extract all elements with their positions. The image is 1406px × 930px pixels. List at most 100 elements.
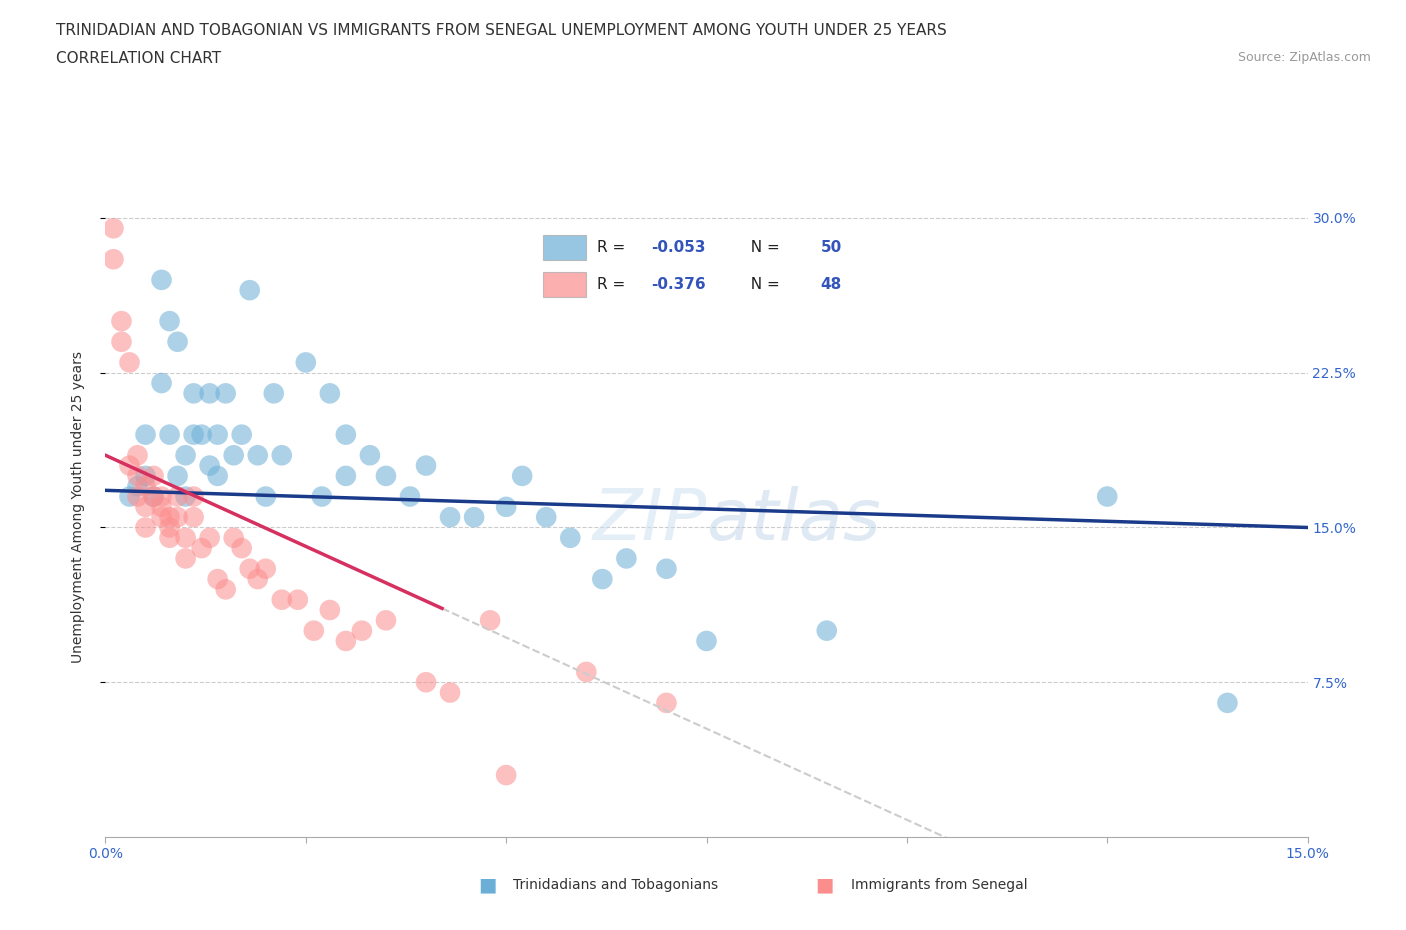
Point — [222, 530, 245, 545]
Point — [295, 355, 318, 370]
Text: N =: N = — [741, 277, 785, 292]
Point — [359, 448, 381, 463]
Point — [439, 510, 461, 525]
Point — [207, 469, 229, 484]
Point — [118, 489, 141, 504]
Point — [231, 427, 253, 442]
Point — [190, 540, 212, 555]
Text: atlas: atlas — [707, 485, 882, 554]
Point — [110, 335, 132, 350]
Point — [655, 696, 678, 711]
Point — [560, 530, 582, 545]
Point — [150, 272, 173, 287]
Point — [335, 427, 357, 442]
Point — [311, 489, 333, 504]
FancyBboxPatch shape — [543, 272, 586, 298]
Point — [174, 530, 197, 545]
Point — [246, 572, 269, 587]
Point — [118, 355, 141, 370]
Text: N =: N = — [741, 240, 785, 255]
Point — [159, 427, 181, 442]
Point — [239, 562, 262, 577]
Point — [1097, 489, 1119, 504]
Point — [302, 623, 325, 638]
Point — [510, 469, 533, 484]
Point — [142, 489, 165, 504]
Point — [591, 572, 613, 587]
Point — [150, 499, 173, 514]
Point — [183, 386, 205, 401]
Text: ZIP: ZIP — [592, 485, 707, 554]
Point — [127, 469, 149, 484]
Point — [103, 252, 125, 267]
Point — [118, 458, 141, 473]
Point — [319, 386, 342, 401]
Text: ■: ■ — [478, 876, 496, 895]
Point — [183, 510, 205, 525]
Text: Source: ZipAtlas.com: Source: ZipAtlas.com — [1237, 51, 1371, 64]
Point — [616, 551, 638, 565]
Point — [319, 603, 342, 618]
Point — [135, 520, 157, 535]
Point — [183, 489, 205, 504]
Point — [166, 489, 188, 504]
Point — [150, 489, 173, 504]
Point — [198, 458, 221, 473]
Point — [159, 510, 181, 525]
Point — [127, 448, 149, 463]
Point — [254, 489, 277, 504]
Point — [159, 313, 181, 328]
Point — [150, 376, 173, 391]
Text: Trinidadians and Tobagonians: Trinidadians and Tobagonians — [513, 878, 718, 893]
Point — [174, 448, 197, 463]
Point — [495, 767, 517, 782]
Point — [150, 510, 173, 525]
Point — [534, 510, 557, 525]
Point — [135, 479, 157, 494]
Point — [415, 675, 437, 690]
Point — [246, 448, 269, 463]
Point — [335, 469, 357, 484]
Point — [222, 448, 245, 463]
Text: CORRELATION CHART: CORRELATION CHART — [56, 51, 221, 66]
Text: TRINIDADIAN AND TOBAGONIAN VS IMMIGRANTS FROM SENEGAL UNEMPLOYMENT AMONG YOUTH U: TRINIDADIAN AND TOBAGONIAN VS IMMIGRANTS… — [56, 23, 948, 38]
Point — [1216, 696, 1239, 711]
Point — [135, 499, 157, 514]
Point — [127, 489, 149, 504]
Point — [127, 479, 149, 494]
Text: -0.053: -0.053 — [651, 240, 706, 255]
Text: Immigrants from Senegal: Immigrants from Senegal — [851, 878, 1028, 893]
Point — [166, 469, 188, 484]
Text: ■: ■ — [815, 876, 834, 895]
Point — [495, 499, 517, 514]
Point — [110, 313, 132, 328]
Point — [439, 685, 461, 700]
Point — [463, 510, 485, 525]
Point — [374, 469, 398, 484]
Point — [374, 613, 398, 628]
Point — [214, 582, 236, 597]
Point — [815, 623, 838, 638]
Point — [135, 469, 157, 484]
Point — [239, 283, 262, 298]
Point — [159, 530, 181, 545]
Point — [207, 427, 229, 442]
Point — [174, 489, 197, 504]
Point — [142, 469, 165, 484]
Text: R =: R = — [598, 277, 630, 292]
Point — [575, 664, 598, 679]
Point — [270, 448, 292, 463]
Point — [142, 489, 165, 504]
Point — [135, 427, 157, 442]
Point — [399, 489, 422, 504]
FancyBboxPatch shape — [543, 235, 586, 260]
Point — [174, 551, 197, 565]
Y-axis label: Unemployment Among Youth under 25 years: Unemployment Among Youth under 25 years — [70, 351, 84, 663]
Point — [254, 562, 277, 577]
Point — [335, 633, 357, 648]
Point — [214, 386, 236, 401]
Point — [415, 458, 437, 473]
Point — [183, 427, 205, 442]
Point — [103, 220, 125, 235]
Point — [479, 613, 502, 628]
